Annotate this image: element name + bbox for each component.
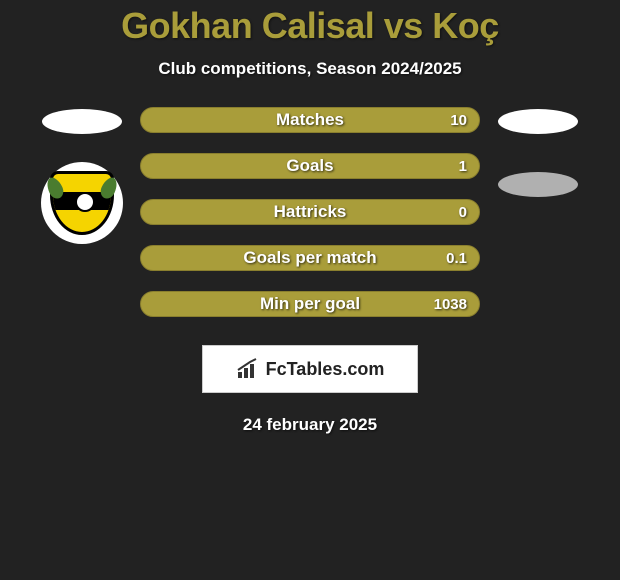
stat-label: Matches <box>276 110 344 130</box>
stats-bars: Matches 10 Goals 1 Hattricks 0 Goals per… <box>140 107 480 317</box>
main-area: Matches 10 Goals 1 Hattricks 0 Goals per… <box>0 107 620 317</box>
comparison-card: Gokhan Calisal vs Koç Club competitions,… <box>0 0 620 435</box>
stat-value: 10 <box>450 112 467 129</box>
date-label: 24 february 2025 <box>243 415 377 435</box>
page-title: Gokhan Calisal vs Koç <box>121 5 499 47</box>
stat-bar-goals: Goals 1 <box>140 153 480 179</box>
stat-bar-min-per-goal: Min per goal 1038 <box>140 291 480 317</box>
page-subtitle: Club competitions, Season 2024/2025 <box>158 59 461 79</box>
player-avatar-right-secondary <box>498 172 578 197</box>
player-avatar-left <box>42 109 122 134</box>
club-crest-left <box>41 162 123 244</box>
stat-bar-matches: Matches 10 <box>140 107 480 133</box>
crest-graphic <box>50 171 114 235</box>
left-player-column <box>32 107 132 244</box>
stat-value: 0.1 <box>446 250 467 267</box>
right-player-column <box>488 107 588 197</box>
stat-value: 1038 <box>434 296 467 313</box>
stat-bar-goals-per-match: Goals per match 0.1 <box>140 245 480 271</box>
player-avatar-right <box>498 109 578 134</box>
crest-ball-icon <box>75 192 95 212</box>
stat-label: Goals per match <box>243 248 376 268</box>
branding-link[interactable]: FcTables.com <box>202 345 418 393</box>
stat-value: 0 <box>459 204 467 221</box>
stat-bar-hattricks: Hattricks 0 <box>140 199 480 225</box>
stat-label: Hattricks <box>274 202 347 222</box>
chart-icon <box>236 358 260 380</box>
stat-label: Goals <box>286 156 333 176</box>
branding-text: FcTables.com <box>266 359 385 380</box>
stat-value: 1 <box>459 158 467 175</box>
stat-label: Min per goal <box>260 294 360 314</box>
